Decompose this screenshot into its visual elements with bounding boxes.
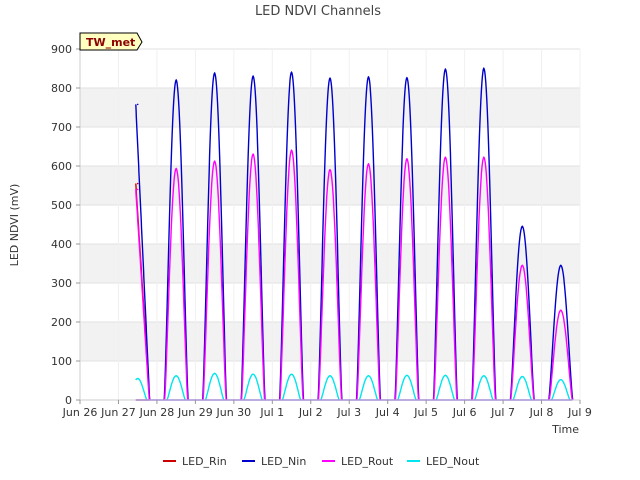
x-tick-label: Jul 7 [490, 406, 515, 419]
y-tick-label: 100 [51, 355, 72, 368]
data-point-LED_Rout [213, 160, 216, 163]
legend-label: LED_Nout [426, 455, 480, 468]
x-tick-label: Jul 5 [413, 406, 438, 419]
x-axis-label: Time [551, 423, 579, 436]
y-axis-label: LED NDVI (mV) [8, 184, 21, 267]
grid-band [80, 205, 580, 244]
data-point-LED_Rin [136, 182, 139, 185]
data-point-LED_Nin [444, 68, 447, 71]
data-point-LED_Nout [329, 375, 331, 377]
data-point-LED_Rout [483, 156, 485, 159]
grid-band [80, 166, 580, 205]
data-point-LED_Rout [175, 167, 177, 170]
data-point-LED_Nin [406, 77, 408, 79]
x-tick-label: Jun 27 [100, 406, 136, 419]
x-tick-label: Jun 28 [139, 406, 175, 419]
data-point-LED_Nout [444, 374, 447, 377]
data-point-LED_Nin [290, 71, 293, 74]
data-point-LED_Nout [406, 374, 408, 377]
y-tick-label: 700 [51, 121, 72, 134]
y-tick-label: 200 [51, 316, 72, 329]
x-tick-label: Jul 6 [452, 406, 477, 419]
annotation-badge-shape [79, 32, 143, 51]
y-tick-label: 800 [51, 82, 72, 95]
grid-band [80, 244, 580, 283]
x-tick-label: Jul 9 [567, 406, 592, 419]
y-tick-label: 400 [51, 238, 72, 251]
data-point-LED_Nin [559, 264, 562, 267]
data-point-LED_Nin [329, 77, 331, 80]
data-point-LED_Rout [252, 153, 254, 156]
data-point-LED_Nin [175, 79, 177, 81]
data-point-LED_Nout [290, 373, 293, 376]
y-tick-label: 500 [51, 199, 72, 212]
data-point-LED_Rout [406, 158, 408, 160]
data-point-LED_Nin [136, 103, 139, 106]
data-point-LED_Rout [290, 149, 293, 152]
legend-label: LED_Nin [261, 455, 306, 468]
data-point-LED_Rout [559, 309, 562, 312]
annotation-label: TW_met [86, 36, 135, 49]
x-tick-label: Jun 26 [62, 406, 98, 419]
grid-band [80, 283, 580, 322]
data-point-LED_Nout [175, 375, 177, 377]
x-tick-label: Jul 4 [375, 406, 400, 419]
data-point-LED_Nout [213, 372, 216, 375]
grid-band [80, 49, 580, 88]
data-point-LED_Nout [367, 375, 370, 377]
data-point-LED_Rout [521, 264, 524, 267]
x-tick-label: Jun 29 [177, 406, 213, 419]
data-point-LED_Nin [521, 225, 524, 228]
data-point-LED_Nout [521, 375, 524, 378]
grid-band [80, 88, 580, 127]
chart-title: LED NDVI Channels [255, 4, 381, 19]
data-point-LED_Rout [329, 169, 331, 171]
x-tick-label: Jul 2 [298, 406, 323, 419]
x-tick-label: Jun 30 [216, 406, 252, 419]
data-point-LED_Nout [136, 377, 139, 380]
data-point-LED_Rout [367, 163, 370, 165]
grid-bands [79, 48, 581, 401]
y-tick-label: 900 [51, 43, 72, 56]
data-point-LED_Nin [367, 76, 370, 78]
legend-label: LED_Rout [341, 455, 394, 468]
x-tick-label: Jul 3 [336, 406, 361, 419]
data-point-LED_Rout [136, 188, 139, 191]
grid-band [80, 127, 580, 166]
data-point-LED_Nout [483, 375, 485, 377]
data-point-LED_Nout [252, 373, 254, 376]
y-tick-label: 0 [65, 394, 72, 407]
x-tick-label: Jul 8 [529, 406, 554, 419]
y-tick-label: 300 [51, 277, 72, 290]
annotation-badge: TW_met [79, 32, 143, 51]
legend-label: LED_Rin [182, 455, 227, 468]
data-point-LED_Nin [252, 75, 254, 78]
x-tick-label: Jul 1 [259, 406, 284, 419]
axes: 0 100 200 300 400 500 600 700 800 900 Jun 26 Jun 27… [51, 43, 592, 419]
grid-band [80, 322, 580, 361]
data-point-LED_Nin [213, 72, 216, 74]
y-tick-label: 600 [51, 160, 72, 173]
grid-band [80, 361, 580, 400]
data-point-LED_Nin [483, 67, 485, 70]
data-point-LED_Nout [559, 378, 562, 381]
data-point-LED_Rout [444, 156, 447, 159]
legend: LED_Rin LED_Nin LED_Rout LED_Nout [163, 455, 480, 468]
